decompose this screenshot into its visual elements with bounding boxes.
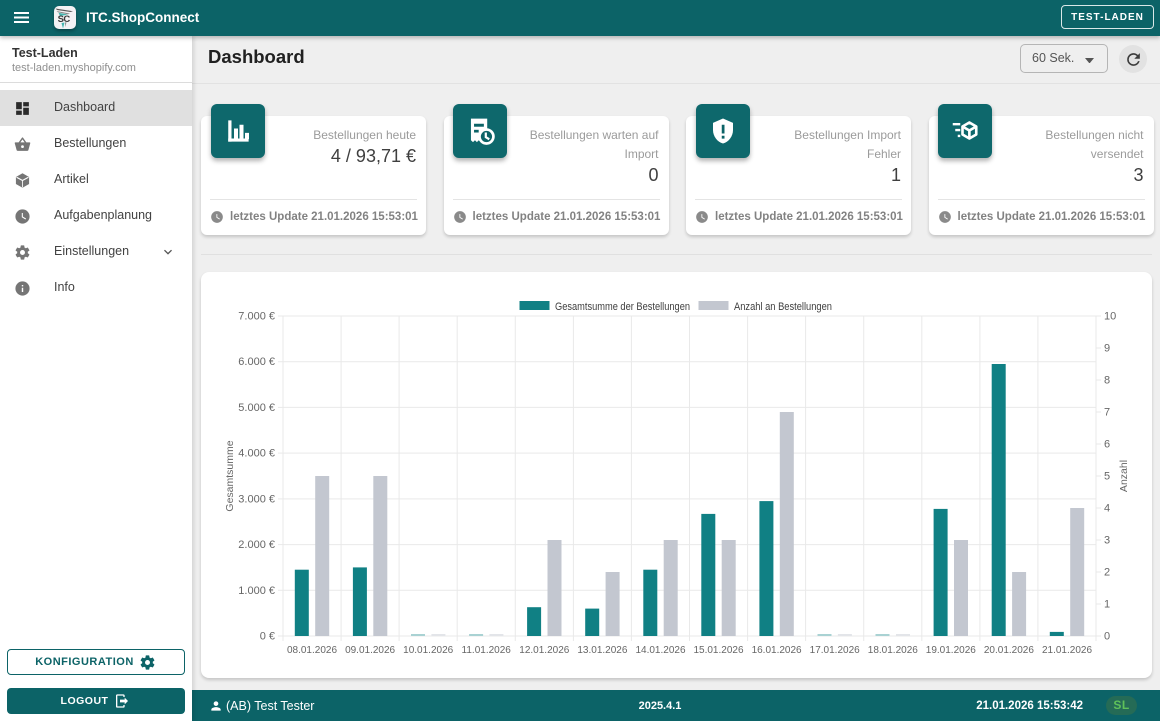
svg-text:SC: SC — [58, 14, 71, 25]
svg-text:08.01.2026: 08.01.2026 — [287, 645, 337, 656]
svg-text:18.01.2026: 18.01.2026 — [868, 645, 918, 656]
svg-text:09.01.2026: 09.01.2026 — [345, 645, 395, 656]
svg-text:15.01.2026: 15.01.2026 — [693, 645, 743, 656]
svg-text:11.01.2026: 11.01.2026 — [462, 645, 512, 656]
svg-text:7.000 €: 7.000 € — [238, 311, 275, 323]
svg-text:19.01.2026: 19.01.2026 — [926, 645, 976, 656]
svg-text:6.000 €: 6.000 € — [238, 356, 275, 368]
svg-text:9: 9 — [1104, 343, 1110, 355]
svg-text:0 €: 0 € — [260, 631, 275, 643]
svg-text:10.01.2026: 10.01.2026 — [403, 645, 453, 656]
svg-text:21.01.2026: 21.01.2026 — [1042, 645, 1092, 656]
svg-text:12.01.2026: 12.01.2026 — [519, 645, 569, 656]
svg-text:3: 3 — [1104, 535, 1110, 547]
svg-text:13.01.2026: 13.01.2026 — [577, 645, 627, 656]
svg-text:6: 6 — [1104, 439, 1110, 451]
svg-text:1: 1 — [1104, 599, 1110, 611]
svg-text:4.000 €: 4.000 € — [238, 448, 275, 460]
svg-text:10: 10 — [1104, 311, 1116, 323]
svg-text:3.000 €: 3.000 € — [238, 493, 275, 505]
svg-text:1.000 €: 1.000 € — [238, 585, 275, 597]
svg-text:0: 0 — [1104, 631, 1110, 643]
svg-text:5.000 €: 5.000 € — [238, 402, 275, 414]
svg-text:17.01.2026: 17.01.2026 — [810, 645, 860, 656]
svg-text:2.000 €: 2.000 € — [238, 539, 275, 551]
svg-text:Anzahl an Bestellungen: Anzahl an Bestellungen — [734, 301, 832, 313]
svg-text:7: 7 — [1104, 407, 1110, 419]
svg-text:Gesamtsumme: Gesamtsumme — [224, 440, 236, 511]
svg-text:16.01.2026: 16.01.2026 — [752, 645, 802, 656]
svg-text:Gesamtsumme der Bestellungen: Gesamtsumme der Bestellungen — [555, 301, 690, 313]
svg-text:14.01.2026: 14.01.2026 — [635, 645, 685, 656]
svg-text:8: 8 — [1104, 375, 1110, 387]
svg-text:Anzahl: Anzahl — [1118, 460, 1130, 492]
svg-text:4: 4 — [1104, 503, 1110, 515]
svg-text:5: 5 — [1104, 471, 1110, 483]
svg-text:2: 2 — [1104, 567, 1110, 579]
svg-text:20.01.2026: 20.01.2026 — [984, 645, 1034, 656]
